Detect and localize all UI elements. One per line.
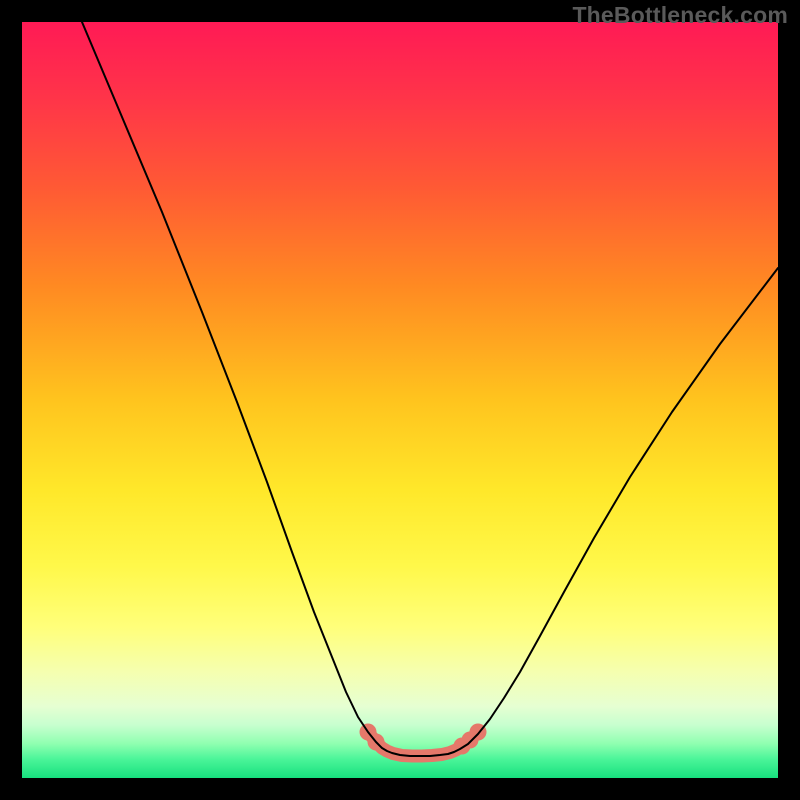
chart-frame: TheBottleneck.com xyxy=(0,0,800,800)
trough-marker xyxy=(360,724,487,757)
curve-layer xyxy=(22,22,778,778)
bottleneck-curve xyxy=(82,22,778,756)
watermark-text: TheBottleneck.com xyxy=(572,2,788,29)
plot-area xyxy=(22,22,778,778)
